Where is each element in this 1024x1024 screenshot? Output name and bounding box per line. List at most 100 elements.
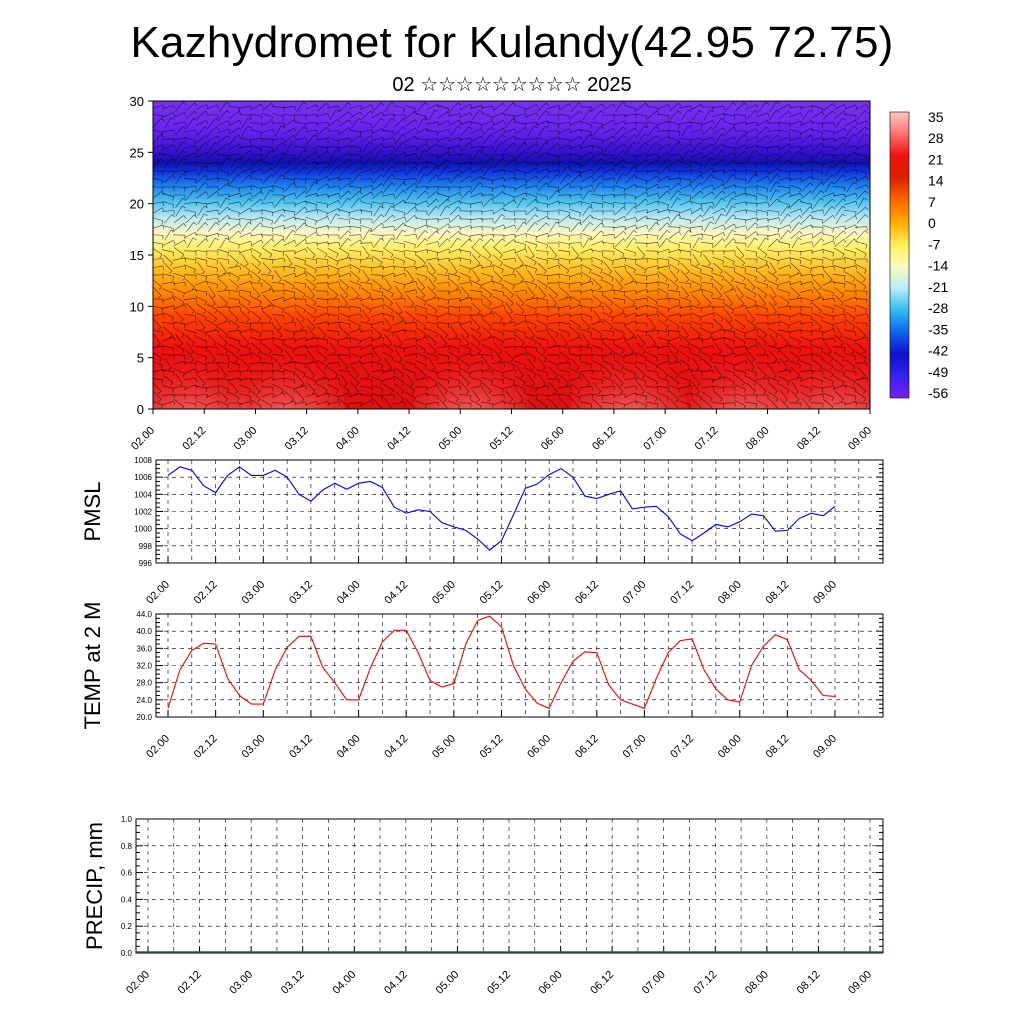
- panel-xtick: 07.00: [621, 733, 649, 761]
- colorbar-label: -14: [928, 258, 948, 274]
- panel-precip: [135, 818, 884, 954]
- heat-spot: [228, 333, 345, 409]
- panel-xtick: 02.00: [124, 969, 152, 997]
- panel-temp: [155, 613, 884, 718]
- panel-xtick: 04.00: [335, 579, 363, 607]
- panel-xtick: 05.00: [434, 969, 462, 997]
- panel-xtick: 02.12: [192, 733, 220, 761]
- cross-section-xtick: 07.00: [641, 425, 669, 453]
- panel-xtick: 09.00: [846, 969, 874, 997]
- panel-xtick: 04.00: [330, 969, 358, 997]
- panel-xtick: 06.12: [588, 969, 616, 997]
- panel-xtick: 08.00: [716, 579, 744, 607]
- panel-ylabel: PRECIP, mm: [82, 822, 107, 950]
- panel-ytick: 0.2: [121, 922, 133, 931]
- panel-xtick: 09.00: [811, 733, 839, 761]
- panel-ytick: 24.0: [136, 696, 152, 705]
- panel-xtick: 06.12: [573, 579, 601, 607]
- panel-frame: [135, 818, 884, 954]
- cross-section-xtick: 02.00: [129, 425, 157, 453]
- cross-section-ytick: 15: [130, 248, 144, 263]
- colorbar: [889, 111, 910, 399]
- cross-section-xtick: 04.12: [385, 425, 413, 453]
- panel-xtick: 03.00: [239, 733, 267, 761]
- colorbar-label: -42: [928, 343, 948, 359]
- heat-spot: [571, 333, 688, 409]
- panel-xtick: 08.12: [795, 969, 823, 997]
- wind-barbs: [153, 101, 869, 409]
- panel-xtick: 02.12: [192, 579, 220, 607]
- panel-ytick: 20.0: [136, 713, 152, 722]
- colorbar-label: 21: [928, 151, 944, 167]
- heat-spot: [412, 333, 529, 409]
- panel-xtick: 07.12: [668, 579, 696, 607]
- colorbar-label: 0: [928, 215, 936, 231]
- panel-pmsl: [155, 459, 884, 564]
- cross-section-xtick: 06.00: [539, 425, 567, 453]
- panel-xtick: 06.12: [573, 733, 601, 761]
- panel-xtick: 02.12: [176, 969, 204, 997]
- panel-ytick: 1000: [134, 525, 152, 534]
- panel-xtick: 03.00: [239, 579, 267, 607]
- panel-grid: [136, 818, 883, 954]
- panel-xtick: 02.00: [144, 733, 172, 761]
- cross-section-xtick: 07.12: [693, 425, 721, 453]
- cross-section-xtick: 04.00: [334, 425, 362, 453]
- panel-ytick: 36.0: [136, 644, 152, 653]
- cross-section-ytick: 30: [130, 94, 144, 109]
- panel-ytick: 28.0: [136, 679, 152, 688]
- cross-section-ytick: 10: [130, 299, 144, 314]
- colorbar-label: -49: [928, 364, 948, 380]
- chart-subtitle: 02 ☆☆☆☆☆☆☆☆☆ 2025: [392, 74, 632, 96]
- cross-section-xtick: 09.00: [846, 425, 874, 453]
- panel-ylabel: TEMP at 2 M: [80, 602, 105, 730]
- panel-xtick: 03.00: [227, 969, 255, 997]
- colorbar-label: -7: [928, 236, 941, 252]
- panel-ytick: 1006: [134, 473, 152, 482]
- panel-ytick: 1004: [134, 490, 152, 499]
- panel-xtick: 07.00: [621, 579, 649, 607]
- colorbar-label: 35: [928, 109, 944, 125]
- cross-section-ytick: 20: [130, 197, 144, 212]
- cross-section-xtick: 08.00: [744, 425, 772, 453]
- panel-xtick: 04.12: [382, 579, 410, 607]
- panel-ytick: 0.0: [121, 949, 133, 958]
- cross-section-ytick: 5: [137, 351, 144, 366]
- panel-xtick: 04.12: [382, 733, 410, 761]
- panel-xtick: 07.12: [668, 733, 696, 761]
- panel-xtick: 08.12: [764, 579, 792, 607]
- colorbar-label: -35: [928, 321, 948, 337]
- panel-xtick: 06.00: [525, 579, 553, 607]
- panel-ytick: 996: [139, 559, 153, 568]
- colorbar-label: 14: [928, 173, 944, 189]
- colorbar-label: -28: [928, 300, 948, 316]
- panel-xtick: 04.12: [382, 969, 410, 997]
- panel-xtick: 07.00: [640, 969, 668, 997]
- colorbar-label: -56: [928, 385, 948, 401]
- panel-ytick: 40.0: [136, 627, 152, 636]
- panel-ytick: 0.6: [121, 869, 133, 878]
- panel-xtick: 05.12: [478, 579, 506, 607]
- panel-ytick: 32.0: [136, 662, 152, 671]
- panel-xtick: 03.12: [287, 579, 315, 607]
- chart-title: Kazhydromet for Kulandy(42.95 72.75): [130, 18, 894, 67]
- cross-section-xtick: 08.12: [795, 425, 823, 453]
- panel-ytick: 1008: [134, 456, 152, 465]
- cross-section-ytick: 0: [137, 402, 144, 417]
- cross-section-ytick: 25: [130, 145, 144, 160]
- panel-xtick: 06.00: [525, 733, 553, 761]
- panel-xtick: 05.12: [485, 969, 513, 997]
- heat-spot: [153, 333, 247, 409]
- panel-xtick: 04.00: [335, 733, 363, 761]
- panel-xtick: 07.12: [691, 969, 719, 997]
- panel-xtick: 08.12: [764, 733, 792, 761]
- panel-xtick: 03.12: [287, 733, 315, 761]
- panel-xtick: 05.12: [478, 733, 506, 761]
- panel-ytick: 1002: [134, 508, 152, 517]
- panel-xtick: 03.12: [279, 969, 307, 997]
- panel-ytick: 0.4: [121, 895, 133, 904]
- panel-xtick: 08.00: [743, 969, 771, 997]
- panel-grid: [156, 459, 883, 564]
- cross-section-xtick: 05.12: [488, 425, 516, 453]
- panel-xtick: 06.00: [537, 969, 565, 997]
